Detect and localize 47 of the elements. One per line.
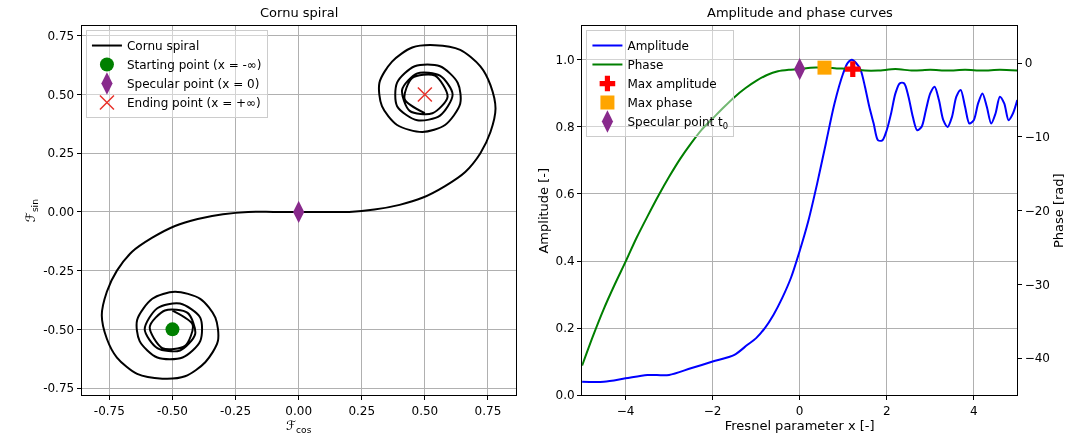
point: [165, 322, 180, 337]
y-tick-label: -0.25: [43, 263, 75, 278]
y2-tick-label: −30: [1024, 277, 1051, 292]
legend-label: Max amplitude: [627, 77, 717, 92]
y-tick-label: 0.8: [555, 120, 575, 135]
y2-tick-label: −40: [1024, 351, 1051, 366]
y-tick-label: 0.00: [47, 205, 75, 220]
x-tick-label: 0: [795, 403, 804, 418]
y-tick-label: 0.2: [555, 321, 575, 336]
y-tick-label: -0.75: [43, 381, 75, 396]
y-tick-label: 0.6: [555, 187, 575, 202]
y-tick-label: 1.0: [555, 53, 575, 68]
x-tick-label: -0.75: [93, 403, 125, 418]
legend-label: Starting point (x = -∞): [126, 58, 262, 73]
chart-title: Cornu spiral: [260, 5, 339, 20]
x-tick-label: -0.50: [156, 403, 188, 418]
legend-label: Max phase: [627, 96, 693, 111]
y2-tick-label: 0: [1024, 56, 1033, 71]
x-tick-label: 0.50: [411, 403, 439, 418]
y2-tick-label: −10: [1024, 130, 1051, 145]
y-tick-label: 0.0: [555, 388, 575, 403]
x-tick-label: −2: [703, 403, 722, 418]
x-tick-label: -0.25: [220, 403, 252, 418]
legend-label: Amplitude: [627, 39, 689, 54]
x-tick-label: 0.00: [285, 403, 313, 418]
x-tick-label: 2: [882, 403, 891, 418]
y-tick-label: -0.50: [43, 322, 75, 337]
chart-title: Amplitude and phase curves: [707, 5, 894, 20]
x-tick-label: 0.25: [348, 403, 376, 418]
x-axis-title: ℱ$_{cos}$: [285, 418, 312, 435]
legend-label: Phase: [627, 58, 664, 73]
legend-label: Specular point (x = 0): [126, 77, 260, 92]
y-tick-label: 0.75: [47, 28, 75, 43]
y-tick-label: 0.4: [555, 254, 575, 269]
y-axis-title: Amplitude [-]: [535, 167, 551, 254]
x-axis-title: Fresnel parameter x [-]: [724, 418, 875, 434]
x-tick-label: 4: [969, 403, 978, 418]
x-tick-label: −4: [616, 403, 635, 418]
legend-label: Ending point (x = +∞): [126, 96, 261, 111]
y-tick-label: 0.25: [47, 146, 75, 161]
y2-tick-label: −20: [1024, 203, 1051, 218]
legend-label: Cornu spiral: [126, 39, 200, 54]
y2-axis-title: Phase [rad]: [1050, 173, 1066, 249]
x-tick-label: 0.75: [474, 403, 502, 418]
y-tick-label: 0.50: [47, 87, 75, 102]
legend-label: Specular point t$_{0}$: [627, 115, 729, 131]
point: [417, 86, 433, 103]
